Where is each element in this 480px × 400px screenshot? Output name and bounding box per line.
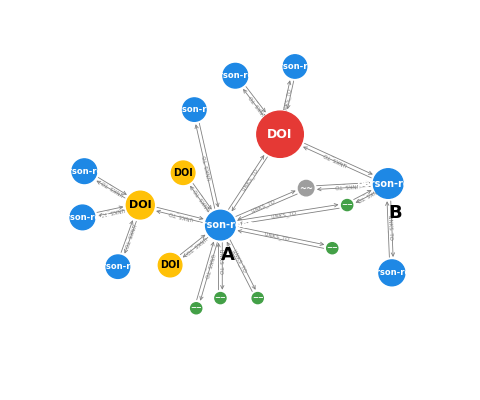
Text: LINKS_TO: LINKS_TO — [354, 186, 380, 203]
Text: LINKS_TO: LINKS_TO — [167, 209, 193, 221]
Text: person-root: person-root — [355, 178, 420, 188]
Text: ~~: ~~ — [326, 245, 337, 251]
Text: LINKS_TO: LINKS_TO — [230, 249, 247, 274]
Ellipse shape — [326, 243, 337, 254]
Text: person-root: person-root — [90, 262, 145, 271]
Text: LINKS_TO: LINKS_TO — [333, 182, 360, 190]
Ellipse shape — [72, 159, 96, 184]
Text: ~~: ~~ — [252, 295, 263, 301]
Text: person-root: person-root — [56, 167, 112, 176]
Text: DOI: DOI — [129, 200, 151, 210]
Text: ~~: ~~ — [299, 184, 312, 193]
Text: LINKS_TO: LINKS_TO — [98, 206, 124, 217]
Text: DOI: DOI — [160, 260, 180, 270]
Text: LINKS_TO: LINKS_TO — [202, 254, 214, 280]
Ellipse shape — [256, 111, 303, 157]
Ellipse shape — [70, 205, 95, 230]
Ellipse shape — [283, 55, 306, 78]
Text: person-root: person-root — [266, 62, 323, 71]
Ellipse shape — [372, 169, 402, 198]
Text: B: B — [388, 204, 402, 222]
Text: LINKS_TO: LINKS_TO — [321, 151, 347, 167]
Text: LINKS_TO: LINKS_TO — [122, 223, 136, 249]
Text: person-root: person-root — [363, 268, 419, 277]
Text: LINKS_TO: LINKS_TO — [250, 199, 276, 214]
Text: person-root: person-root — [54, 213, 110, 222]
Ellipse shape — [298, 180, 313, 196]
Text: DOI: DOI — [173, 168, 192, 178]
Ellipse shape — [341, 200, 352, 211]
Text: person-root: person-root — [166, 105, 222, 114]
Text: LINKS_TO: LINKS_TO — [386, 215, 393, 241]
Text: LINKS_TO: LINKS_TO — [247, 93, 267, 117]
Text: LINKS_TO: LINKS_TO — [183, 235, 207, 256]
Ellipse shape — [190, 303, 201, 314]
Ellipse shape — [215, 292, 226, 304]
Text: LINKS_TO: LINKS_TO — [192, 187, 211, 211]
Ellipse shape — [222, 63, 247, 88]
Text: ~~: ~~ — [190, 305, 202, 311]
Ellipse shape — [158, 254, 181, 277]
Ellipse shape — [126, 191, 154, 219]
Text: person-root: person-root — [207, 71, 263, 80]
Text: LINKS_TO: LINKS_TO — [99, 179, 125, 197]
Text: LINKS_TO: LINKS_TO — [217, 248, 223, 274]
Text: LINKS_TO: LINKS_TO — [270, 210, 297, 220]
Text: LINKS_TO: LINKS_TO — [281, 87, 292, 114]
Text: A: A — [220, 246, 234, 264]
Ellipse shape — [252, 292, 263, 304]
Text: LINKS_TO: LINKS_TO — [263, 231, 289, 242]
Ellipse shape — [171, 161, 194, 184]
Text: LINKS_TO: LINKS_TO — [201, 154, 213, 181]
Ellipse shape — [182, 98, 205, 121]
Text: DOI: DOI — [267, 128, 292, 141]
Ellipse shape — [378, 260, 404, 286]
Ellipse shape — [205, 210, 235, 240]
Text: LINKS_TO: LINKS_TO — [240, 167, 259, 192]
Ellipse shape — [106, 255, 130, 278]
Text: ~~: ~~ — [341, 202, 352, 208]
Text: ~~: ~~ — [214, 295, 226, 301]
Text: person-root: person-root — [188, 220, 252, 230]
